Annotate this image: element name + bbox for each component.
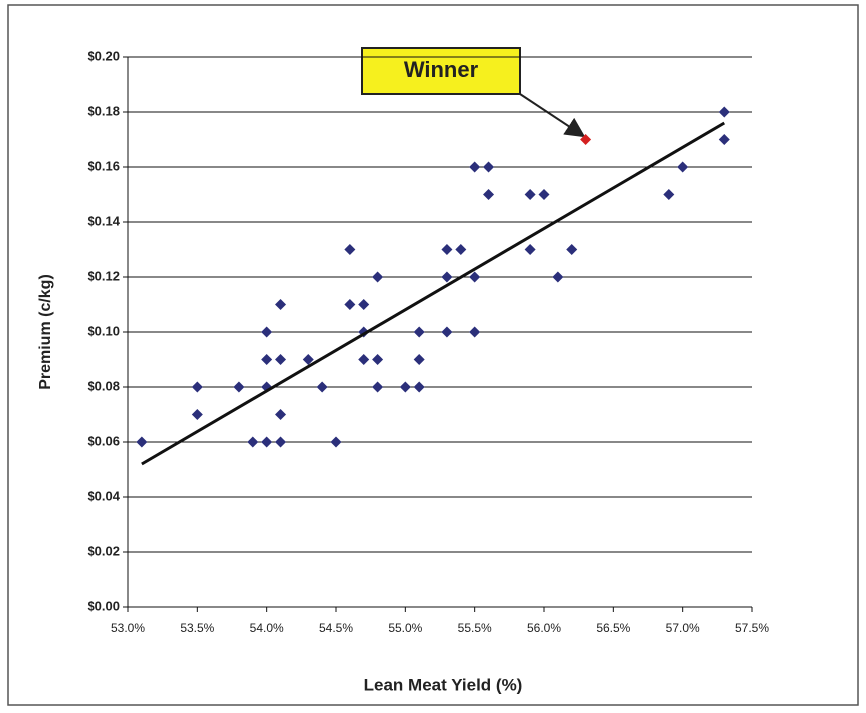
point <box>261 354 273 365</box>
point <box>191 409 203 420</box>
annotation: Winner <box>404 57 479 82</box>
point <box>566 244 578 255</box>
point <box>316 381 328 393</box>
y-tick-label: $0.16 <box>87 158 120 173</box>
point <box>344 244 356 255</box>
point <box>275 409 287 420</box>
point <box>580 134 592 145</box>
point <box>677 161 689 173</box>
x-tick-label: 55.0% <box>388 621 422 635</box>
x-axis-title: Lean Meat Yield (%) <box>364 675 523 694</box>
point <box>469 326 481 338</box>
point <box>372 271 384 283</box>
annotation-arrow <box>519 93 586 138</box>
point <box>441 326 453 338</box>
point <box>399 381 411 393</box>
point <box>718 106 730 118</box>
chart-frame <box>7 4 859 706</box>
x-tick-label: 53.5% <box>180 621 214 635</box>
y-tick-label: $0.06 <box>87 433 120 448</box>
point <box>261 436 273 448</box>
point <box>330 436 342 448</box>
y-tick-label: $0.12 <box>87 268 120 283</box>
point <box>413 326 425 338</box>
point <box>413 354 425 365</box>
point <box>552 271 564 283</box>
point <box>302 354 314 365</box>
y-tick-label: $0.04 <box>87 488 120 503</box>
y-tick-label: $0.10 <box>87 323 120 338</box>
x-tick-label: 57.5% <box>735 621 769 635</box>
point <box>524 244 536 255</box>
point <box>261 326 273 338</box>
y-tick-label: $0.00 <box>87 598 120 613</box>
point <box>344 299 356 310</box>
x-tick-label: 56.0% <box>527 621 561 635</box>
point <box>372 381 384 393</box>
point <box>275 436 287 448</box>
y-tick-label: $0.20 <box>87 48 120 63</box>
point <box>233 381 245 393</box>
x-tick-label: 54.5% <box>319 621 353 635</box>
y-axis-title: Premium (c/kg) <box>37 274 54 390</box>
point <box>483 189 495 200</box>
y-tick-label: $0.14 <box>87 213 120 228</box>
x-tick-label: 53.0% <box>111 621 145 635</box>
y-tick-label: $0.02 <box>87 543 120 558</box>
point <box>372 354 384 365</box>
point <box>413 381 425 393</box>
point <box>358 299 370 310</box>
x-tick-label: 56.5% <box>596 621 630 635</box>
x-tick-label: 57.0% <box>666 621 700 635</box>
point <box>441 244 453 255</box>
point <box>358 354 370 365</box>
y-tick-label: $0.18 <box>87 103 120 118</box>
annotation-box <box>361 47 521 95</box>
x-tick-label: 54.0% <box>250 621 284 635</box>
y-tick-label: $0.08 <box>87 378 120 393</box>
point <box>483 161 495 173</box>
trend-line <box>141 121 726 466</box>
point <box>455 244 467 255</box>
point <box>469 161 481 173</box>
x-tick-label: 55.5% <box>458 621 492 635</box>
point <box>524 189 536 200</box>
point <box>275 354 287 365</box>
point <box>136 436 148 448</box>
point <box>469 271 481 283</box>
point <box>538 189 550 200</box>
point <box>441 271 453 283</box>
point <box>275 299 287 310</box>
point <box>191 381 203 393</box>
point <box>718 134 730 145</box>
point <box>247 436 259 448</box>
point <box>663 189 675 200</box>
